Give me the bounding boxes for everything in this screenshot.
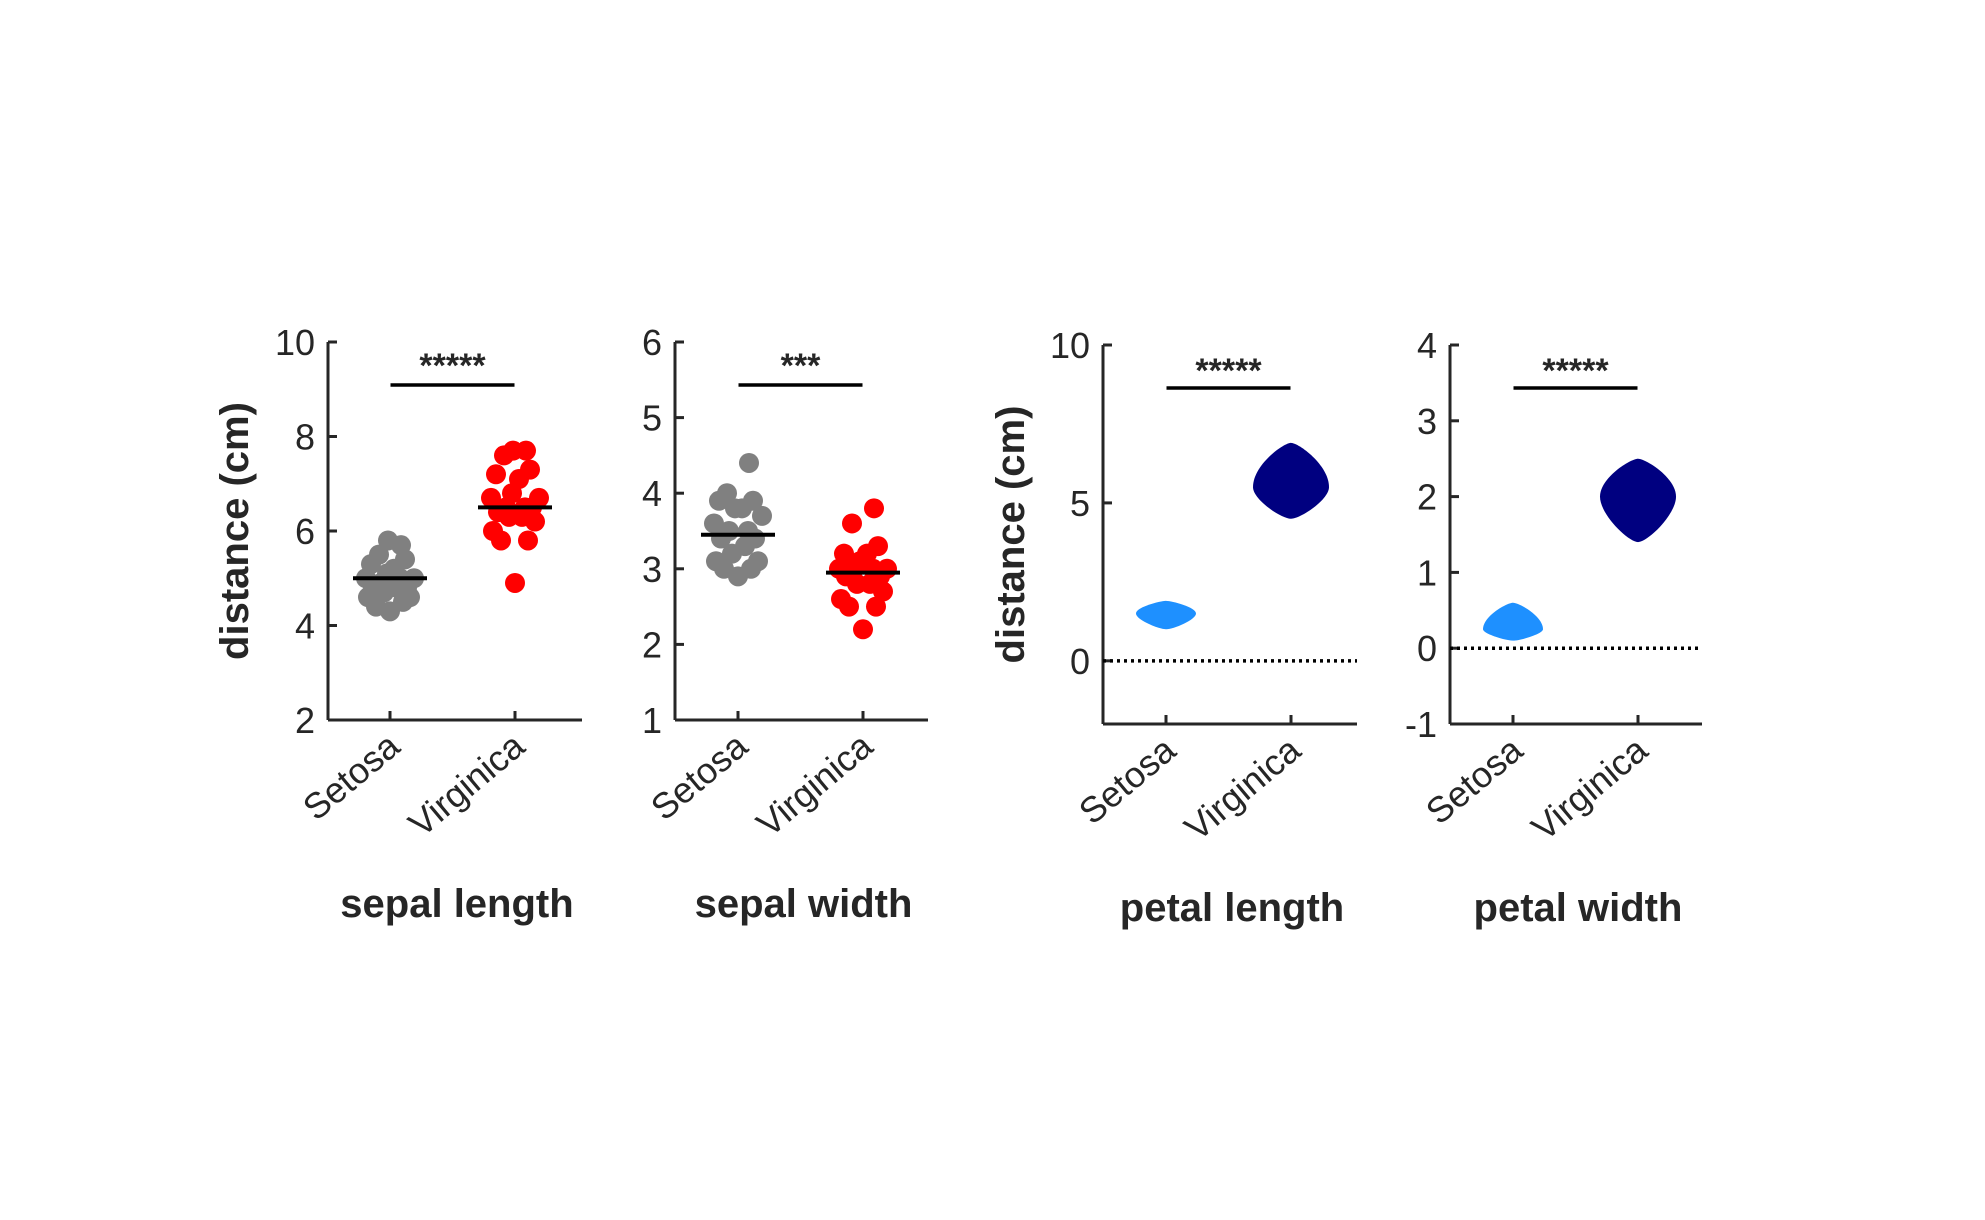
data-point xyxy=(752,505,772,526)
data-point xyxy=(505,572,525,593)
y-tick-label: 2 xyxy=(295,700,315,741)
data-point xyxy=(378,530,398,551)
y-tick-label: 3 xyxy=(642,549,662,590)
y-axis-title: distance (cm) xyxy=(213,402,257,660)
violin-virginica xyxy=(1600,458,1676,543)
y-tick-label: 2 xyxy=(1417,477,1437,518)
y-tick-label: 10 xyxy=(1050,325,1090,366)
y-tick-label: 6 xyxy=(295,511,315,552)
y-tick-label: 2 xyxy=(642,624,662,665)
y-tick-label: 3 xyxy=(1417,401,1437,442)
x-tick-label: Virginica xyxy=(401,724,533,844)
y-tick-label: 8 xyxy=(295,417,315,458)
data-point xyxy=(529,487,549,508)
y-tick-label: 10 xyxy=(275,322,315,363)
data-point xyxy=(520,459,540,480)
y-tick-label: 1 xyxy=(642,700,662,741)
data-point xyxy=(868,536,888,557)
data-point xyxy=(481,487,501,508)
data-point xyxy=(483,521,503,541)
panel-title: sepal length xyxy=(340,882,573,926)
y-tick-label: 5 xyxy=(642,398,662,439)
data-point xyxy=(842,513,862,534)
data-point xyxy=(369,544,389,565)
y-tick-label: -1 xyxy=(1405,704,1437,745)
significance-label: ***** xyxy=(419,347,486,385)
x-tick-label: Virginica xyxy=(1177,728,1309,848)
data-point xyxy=(518,530,538,551)
data-point xyxy=(717,483,737,504)
data-point xyxy=(877,558,897,579)
y-tick-label: 4 xyxy=(642,473,662,514)
violin-setosa xyxy=(1483,602,1543,641)
y-tick-label: 4 xyxy=(1417,325,1437,366)
data-point xyxy=(706,551,726,572)
data-point xyxy=(853,619,873,640)
y-tick-label: 4 xyxy=(295,606,315,647)
x-tick-label: Setosa xyxy=(1071,728,1184,832)
data-point xyxy=(748,551,768,572)
data-point xyxy=(834,543,854,564)
panel-title: sepal width xyxy=(695,882,913,926)
data-point xyxy=(739,452,759,473)
y-tick-label: 5 xyxy=(1070,483,1090,524)
data-point xyxy=(486,464,506,485)
violin-virginica xyxy=(1253,442,1329,519)
significance-label: *** xyxy=(781,347,821,385)
data-point xyxy=(866,596,886,617)
x-tick-label: Virginica xyxy=(1524,728,1656,848)
y-axis-title: distance (cm) xyxy=(989,406,1033,664)
data-point xyxy=(831,589,851,610)
data-point xyxy=(864,498,884,519)
y-tick-label: 6 xyxy=(642,322,662,363)
data-point xyxy=(743,490,763,511)
x-tick-label: Virginica xyxy=(749,724,881,844)
data-point xyxy=(738,521,758,541)
data-point xyxy=(704,513,724,534)
data-point xyxy=(503,440,523,461)
significance-label: ***** xyxy=(1542,352,1609,390)
y-tick-label: 1 xyxy=(1417,552,1437,593)
y-tick-label: 0 xyxy=(1070,641,1090,682)
y-tick-label: 0 xyxy=(1417,628,1437,669)
panel-title: petal length xyxy=(1120,886,1344,930)
violin-setosa xyxy=(1136,600,1196,630)
panel-title: petal width xyxy=(1474,886,1683,930)
significance-label: ***** xyxy=(1195,352,1262,390)
